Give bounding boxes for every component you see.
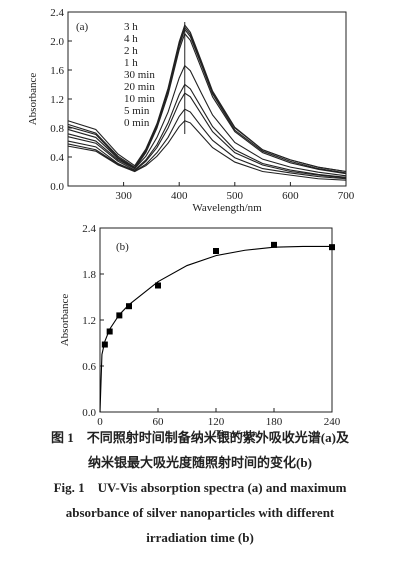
y-tick-label: 1.8 [82,269,96,281]
caption-cn: 图 1 不同照射时间制备纳米银的紫外吸收光谱(a)及 [51,430,350,445]
data-point [116,312,123,319]
y-tick-label: 1.6 [50,65,64,77]
y-tick-label: 0.0 [82,407,96,419]
x-tick-label: 60 [153,416,165,428]
legend-entry: 0 min [124,117,150,129]
spectrum-line [67,28,347,174]
x-tick-label: 300 [115,190,132,202]
y-axis-label: Absorbance [27,73,39,126]
y-tick-label: 2.0 [50,36,64,48]
data-point [101,341,108,348]
y-tick-label: 1.2 [82,315,96,327]
legend-entry: 20 min [124,81,155,93]
x-axis-label: Time/min [215,428,258,440]
y-axis-label: Absorbance [59,294,71,347]
x-axis-label: Wavelength/nm [192,202,262,214]
x-tick-label: 400 [171,190,188,202]
y-tick-label: 2.4 [50,7,64,19]
x-tick-label: 500 [227,190,244,202]
legend-entry: 2 h [124,45,138,57]
data-point [106,328,113,335]
panel-label: (a) [76,21,89,33]
data-point [126,303,132,310]
x-tick-label: 120 [208,416,225,428]
caption-en: absorbance of silver nanoparticles with … [66,505,335,520]
y-tick-label: 0.4 [50,152,64,164]
legend-entry: 30 min [124,69,155,81]
x-tick-label: 240 [324,416,341,428]
x-tick-label: 600 [282,190,299,202]
x-tick-label: 700 [338,190,355,202]
spectrum-line [67,108,347,180]
caption-en: irradiation time (b) [146,530,254,545]
legend-entry: 10 min [124,93,155,105]
x-tick-label: 0 [97,416,103,428]
data-point [271,241,277,248]
fit-line [99,245,332,413]
legend-entry: 1 h [124,57,138,69]
data-point [329,244,335,251]
legend-entry: 4 h [124,33,138,45]
data-point [155,282,161,289]
panel-label: (b) [116,241,129,253]
y-tick-label: 0.6 [82,361,96,373]
legend-entry: 3 h [124,21,138,33]
y-tick-label: 0.8 [50,123,64,135]
x-tick-label: 180 [266,416,283,428]
y-tick-label: 0.0 [50,181,64,193]
y-tick-label: 2.4 [82,223,96,235]
caption-en: Fig. 1 UV-Vis absorption spectra (a) and… [54,480,347,495]
y-tick-label: 1.2 [50,94,64,106]
legend-entry: 5 min [124,105,150,117]
caption-cn: 纳米银最大吸光度随照射时间的变化(b) [88,455,312,470]
data-point [213,248,219,254]
